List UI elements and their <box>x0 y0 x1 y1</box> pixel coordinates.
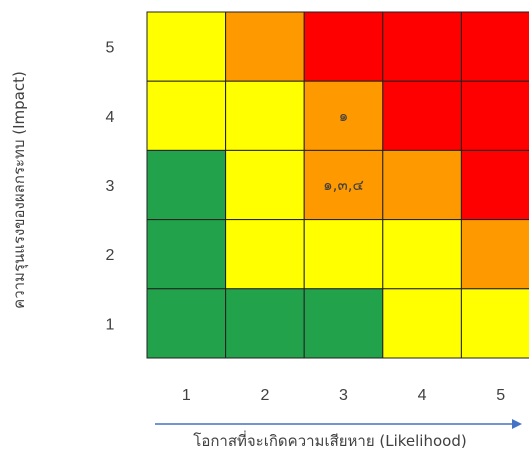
matrix-cell <box>146 80 227 151</box>
x-tick-label: 2 <box>260 387 269 404</box>
x-tick-label: 5 <box>496 387 505 404</box>
cell-risk-label: ๑,๓,๔ <box>323 176 364 194</box>
x-axis-arrow-head <box>512 419 522 429</box>
y-tick-label: 1 <box>106 316 115 333</box>
y-tick-label: 4 <box>106 109 115 126</box>
matrix-cell <box>382 80 462 151</box>
matrix-cell-labels: ๑๑,๓,๔ <box>323 107 364 194</box>
cell-risk-label: ๑ <box>339 107 349 125</box>
matrix-cell <box>225 11 305 82</box>
matrix-cell <box>303 11 384 82</box>
matrix-cell <box>303 288 384 359</box>
y-axis-ticks: 5 4 3 2 1 <box>106 40 115 334</box>
matrix-cell <box>146 149 227 221</box>
matrix-cells <box>146 11 529 359</box>
matrix-cell <box>146 11 227 82</box>
matrix-cell <box>460 11 529 82</box>
matrix-cell <box>382 288 462 359</box>
y-tick-label: 5 <box>106 40 115 57</box>
matrix-cell <box>225 149 305 221</box>
x-axis-ticks: 1 2 3 4 5 <box>182 387 505 404</box>
matrix-cell <box>225 219 305 290</box>
x-tick-label: 4 <box>418 387 427 404</box>
matrix-cell <box>382 11 462 82</box>
y-axis-label: ความรุนแรงของผลกระทบ (Impact) <box>10 71 29 309</box>
matrix-cell <box>382 219 462 290</box>
matrix-cell <box>303 149 384 221</box>
x-tick-label: 3 <box>339 387 348 404</box>
y-tick-label: 3 <box>106 178 115 195</box>
matrix-cell <box>460 80 529 151</box>
x-axis-label: โอกาสที่จะเกิดความเสียหาย (Likelihood) <box>193 430 466 450</box>
matrix-cell <box>460 149 529 221</box>
matrix-cell <box>303 219 384 290</box>
matrix-cell <box>460 219 529 290</box>
matrix-cell <box>460 288 529 359</box>
x-tick-label: 1 <box>182 387 191 404</box>
matrix-cell <box>146 219 227 290</box>
matrix-cell <box>225 288 305 359</box>
matrix-cell <box>382 149 462 221</box>
y-tick-label: 2 <box>106 247 115 264</box>
matrix-cell <box>225 80 305 151</box>
matrix-cell <box>146 288 227 359</box>
